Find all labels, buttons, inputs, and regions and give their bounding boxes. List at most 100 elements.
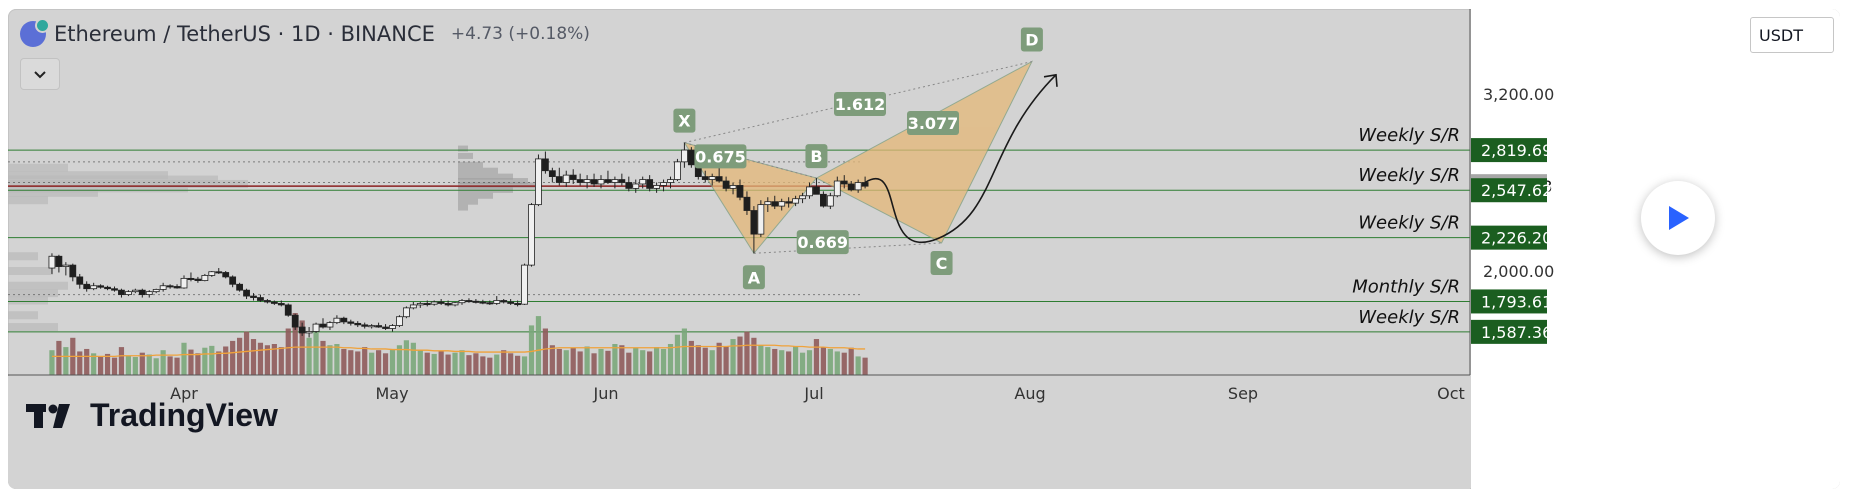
candle-body	[743, 196, 751, 211]
ratio-label-box	[834, 92, 886, 116]
xab-triangle	[683, 141, 818, 255]
volume-bar	[612, 344, 618, 375]
volume-bar	[320, 340, 326, 375]
candle-body	[69, 264, 77, 278]
volume-bar	[473, 353, 479, 375]
play-button[interactable]	[1641, 181, 1715, 255]
volume-moving-average	[51, 344, 866, 358]
candle-body	[229, 276, 237, 285]
candle-body	[291, 314, 299, 328]
candle-body	[305, 331, 313, 334]
volume-profile-bar	[8, 163, 68, 172]
volume-bar	[751, 337, 757, 375]
volume-bar	[570, 347, 576, 375]
volume-bar	[667, 344, 674, 375]
volume-bar	[132, 357, 138, 375]
candle-body	[159, 285, 167, 290]
candle-body	[284, 304, 292, 316]
candle-body	[347, 321, 355, 324]
candle-body	[236, 283, 244, 291]
sr-label: Weekly S/R	[1358, 125, 1460, 146]
volume-bar	[765, 347, 771, 375]
candle-body	[257, 297, 264, 301]
candle-body	[757, 204, 765, 235]
volume-bar	[702, 347, 708, 375]
volume-bar	[382, 353, 389, 375]
volume-bar	[160, 350, 166, 375]
volume-bar	[376, 350, 382, 375]
chart-frame: Weekly S/R Weekly S/R Weekly S/R Monthly S/…	[8, 9, 1840, 489]
candle-body	[639, 179, 647, 185]
volume-bar	[285, 328, 291, 375]
volume-bar	[278, 347, 284, 375]
volume-bar	[508, 353, 514, 375]
volume-bar	[271, 344, 277, 375]
volume-bar	[243, 331, 250, 375]
currency-selector[interactable]: USDT	[1750, 17, 1834, 53]
candle-body	[277, 303, 285, 306]
collapse-legend-button[interactable]	[20, 58, 60, 90]
candle-body	[312, 323, 320, 332]
volume-bar	[146, 354, 152, 375]
price-badge-label: 2,819.69	[1481, 141, 1552, 160]
candle-body	[618, 179, 626, 183]
volume-profile-bar-right	[458, 204, 468, 211]
volume-bar	[813, 339, 820, 375]
candlesticks	[48, 142, 869, 338]
volume-bar	[695, 345, 701, 375]
y-tick-label: 2,000.00	[1483, 262, 1554, 281]
candle-body	[437, 301, 445, 304]
volume-profile-bar-right	[458, 192, 493, 199]
volume-profile-bar	[8, 179, 248, 188]
candle-body	[736, 185, 744, 198]
pattern-point-label: D	[1025, 31, 1038, 50]
volume-bar	[799, 352, 806, 375]
candle-body	[820, 193, 827, 207]
candle-body	[528, 204, 535, 266]
volume-bar	[779, 350, 785, 375]
volume-bar	[633, 347, 639, 375]
candle-body	[298, 326, 306, 334]
volume-bar	[452, 352, 458, 375]
volume-profile-bar	[8, 252, 38, 261]
pattern-point-label-box	[805, 144, 828, 169]
candle-body	[389, 325, 396, 329]
candle-body	[521, 264, 528, 305]
symbol-title[interactable]: Ethereum / TetherUS · 1D · BINANCE	[54, 22, 435, 46]
volume-bar	[403, 340, 409, 375]
price-badge	[1471, 225, 1547, 250]
candle-body	[430, 301, 438, 305]
candle-body	[660, 182, 667, 186]
volume-bar	[396, 345, 403, 375]
sr-label: Monthly S/R	[1352, 276, 1460, 297]
candle-body	[451, 302, 459, 306]
candle-body	[104, 286, 111, 290]
volume-bar	[334, 344, 340, 375]
candle-body	[396, 316, 403, 326]
ratio-label: 1.612	[835, 95, 886, 114]
candle-body	[548, 170, 556, 177]
volume-bar	[515, 355, 521, 375]
volume-bar	[744, 331, 750, 375]
candle-body	[166, 285, 174, 288]
chart-canvas[interactable]: Weekly S/R Weekly S/R Weekly S/R Monthly S/…	[8, 9, 1840, 489]
volume-bar	[640, 350, 646, 375]
pattern-point-label-box	[1020, 27, 1043, 52]
pattern-point-label: X	[678, 112, 691, 131]
volume-bar	[535, 316, 542, 375]
volume-bar	[480, 356, 486, 375]
volume-bar	[730, 339, 736, 375]
candle-body	[555, 176, 563, 183]
volume-bar	[501, 350, 507, 375]
volume-bar	[104, 353, 111, 375]
candle-body	[409, 304, 417, 309]
candle-body	[493, 300, 501, 304]
ratio-label: 3.077	[908, 114, 959, 133]
price-badge-label: 1,587.36	[1481, 323, 1552, 342]
chevron-down-icon	[34, 70, 46, 78]
pattern-point-label: A	[748, 268, 761, 287]
axes: Apr May Jun Jul Aug Sep Oct 2,000.00 3,200.00 2,8…	[8, 9, 1840, 489]
candle-body	[138, 289, 146, 295]
candle-body	[131, 289, 139, 293]
candle-body	[111, 288, 118, 291]
